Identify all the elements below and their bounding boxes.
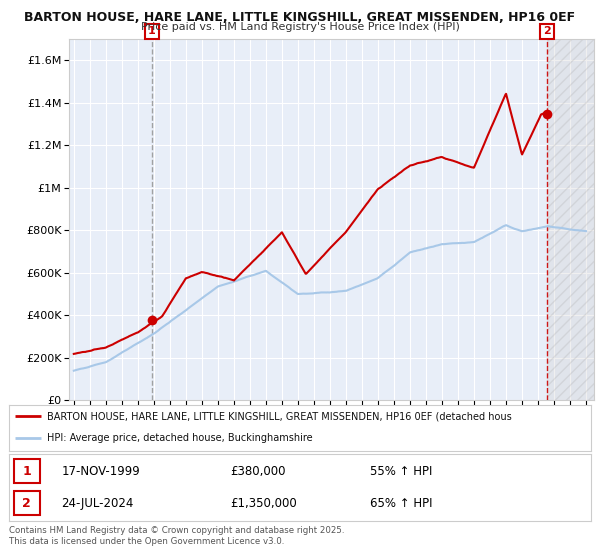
Text: £1,350,000: £1,350,000: [230, 497, 297, 510]
FancyBboxPatch shape: [14, 491, 40, 515]
Text: 17-NOV-1999: 17-NOV-1999: [61, 465, 140, 478]
Text: HPI: Average price, detached house, Buckinghamshire: HPI: Average price, detached house, Buck…: [47, 433, 313, 443]
Bar: [547, 39, 594, 400]
Text: BARTON HOUSE, HARE LANE, LITTLE KINGSHILL, GREAT MISSENDEN, HP16 0EF: BARTON HOUSE, HARE LANE, LITTLE KINGSHIL…: [25, 11, 575, 24]
FancyBboxPatch shape: [14, 459, 40, 483]
Text: 1: 1: [22, 465, 31, 478]
Text: Price paid vs. HM Land Registry's House Price Index (HPI): Price paid vs. HM Land Registry's House …: [140, 22, 460, 32]
Text: BARTON HOUSE, HARE LANE, LITTLE KINGSHILL, GREAT MISSENDEN, HP16 0EF (detached h: BARTON HOUSE, HARE LANE, LITTLE KINGSHIL…: [47, 412, 512, 421]
Text: 55% ↑ HPI: 55% ↑ HPI: [370, 465, 432, 478]
Bar: [547, 39, 594, 400]
Text: Contains HM Land Registry data © Crown copyright and database right 2025.
This d: Contains HM Land Registry data © Crown c…: [9, 526, 344, 546]
Text: 65% ↑ HPI: 65% ↑ HPI: [370, 497, 433, 510]
Text: 2: 2: [543, 26, 551, 36]
Text: £380,000: £380,000: [230, 465, 286, 478]
Text: 2: 2: [22, 497, 31, 510]
Text: 24-JUL-2024: 24-JUL-2024: [61, 497, 134, 510]
Text: 1: 1: [148, 26, 156, 36]
